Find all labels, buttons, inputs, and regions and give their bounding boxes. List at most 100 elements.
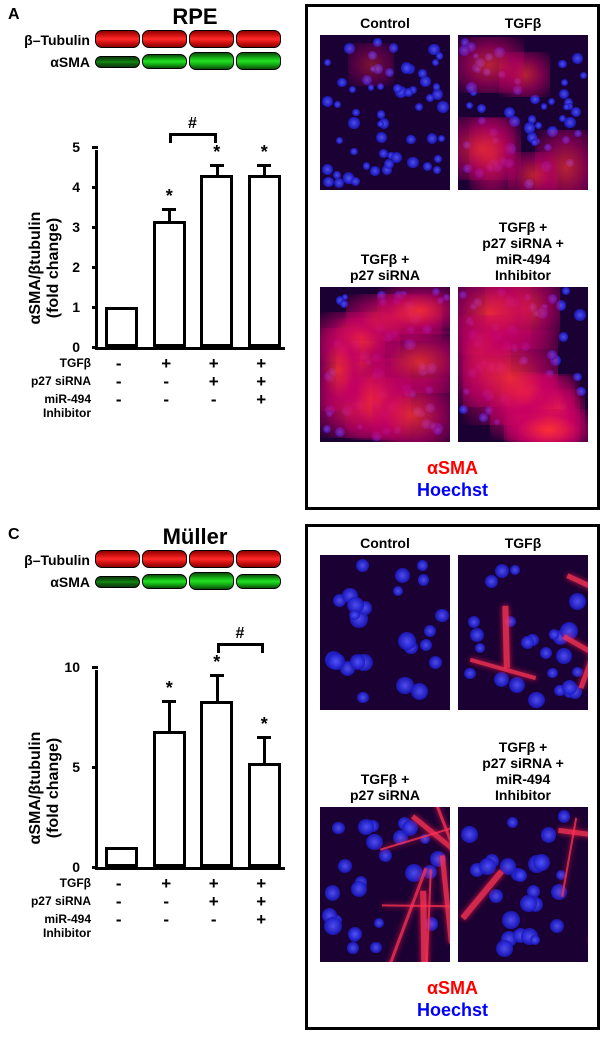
sig-star: * <box>153 186 186 207</box>
micrograph-label: TGFβ <box>458 535 588 551</box>
chart-bar <box>200 701 233 867</box>
nucleus <box>433 83 440 90</box>
condition-symbol: - <box>143 372 191 392</box>
nucleus <box>338 859 352 873</box>
panel-a-label: A <box>8 6 20 24</box>
micrograph <box>458 807 588 962</box>
nucleus <box>406 135 415 144</box>
ytick <box>92 266 98 269</box>
sig-star: * <box>248 142 281 163</box>
condition-symbol: - <box>143 390 191 410</box>
chart-bar <box>153 221 186 347</box>
sma-stain <box>504 409 588 442</box>
nucleus <box>323 177 334 188</box>
ytick-label: 4 <box>63 179 88 195</box>
condition-symbol: - <box>95 874 143 894</box>
chart-bar <box>105 847 138 867</box>
nucleus <box>495 564 510 579</box>
blot-c-sma-label: αSMA <box>0 574 90 590</box>
sig-bracket <box>169 133 217 143</box>
nucleus <box>548 98 556 106</box>
condition-symbol: - <box>95 390 143 410</box>
condition-row-label: TGFβ <box>0 876 91 890</box>
micrograph-label: Control <box>320 15 450 31</box>
condition-symbol: + <box>190 892 238 912</box>
micrograph-label: Inhibitor <box>458 267 588 283</box>
nucleus <box>496 940 513 957</box>
error-bar <box>216 675 219 701</box>
nucleus <box>350 148 358 156</box>
nucleus <box>547 668 558 679</box>
error-cap <box>210 674 224 677</box>
blot-a-tubulin <box>95 30 281 48</box>
nucleus <box>418 574 430 586</box>
micrograph-label: TGFβ + <box>458 219 588 235</box>
sma-stain <box>458 117 521 179</box>
panel-c-label: C <box>8 526 20 544</box>
sma-fiber <box>502 606 510 668</box>
ytick-label: 0 <box>63 859 88 875</box>
nucleus <box>347 942 358 953</box>
nucleus <box>334 101 341 108</box>
nucleus <box>466 102 473 109</box>
nucleus <box>393 586 403 596</box>
nucleus <box>325 885 340 900</box>
nucleus <box>384 159 394 169</box>
nucleus <box>533 854 550 871</box>
nucleus <box>562 287 569 294</box>
micrograph <box>320 287 450 442</box>
nucleus <box>374 918 384 928</box>
nucleus <box>528 115 536 123</box>
nucleus <box>461 826 478 843</box>
chart-c: ***# 0510 <box>95 670 285 870</box>
nucleus <box>530 935 541 946</box>
error-cap <box>162 208 176 211</box>
condition-symbol: + <box>143 354 191 374</box>
nucleus <box>510 565 520 575</box>
nucleus <box>521 636 535 650</box>
nucleus <box>520 895 537 912</box>
nucleus <box>427 133 437 143</box>
micrograph-label: p27 siRNA + <box>458 235 588 251</box>
condition-symbol: + <box>190 372 238 392</box>
sma-fiber <box>382 905 450 909</box>
nucleus <box>437 101 449 113</box>
nucleus <box>324 59 331 66</box>
nucleus <box>541 103 547 109</box>
blot-c-tubulin-label: β–Tubulin <box>0 552 90 568</box>
nucleus <box>464 668 476 680</box>
nucleus <box>418 69 426 77</box>
micrograph-label: TGFβ + <box>458 739 588 755</box>
ytick <box>92 146 98 149</box>
nucleus <box>528 692 544 708</box>
error-cap <box>257 736 271 739</box>
condition-symbol: - <box>143 892 191 912</box>
ytick-label: 2 <box>63 259 88 275</box>
nucleus <box>563 104 569 110</box>
micrograph <box>320 35 450 190</box>
error-bar <box>263 737 266 763</box>
nucleus <box>324 917 342 935</box>
condition-symbol: - <box>190 390 238 410</box>
panel-d-stain2: Hoechst <box>308 1000 597 1021</box>
sma-fiber <box>420 891 428 962</box>
nucleus <box>351 177 360 186</box>
nucleus <box>322 164 333 175</box>
chart-bar <box>200 175 233 347</box>
chart-bar <box>153 731 186 867</box>
nucleus <box>477 104 486 113</box>
nucleus <box>569 593 586 610</box>
ytick-label: 1 <box>63 299 88 315</box>
condition-symbol: + <box>143 874 191 894</box>
panel-c-title: Müller <box>135 524 255 550</box>
sma-fiber <box>441 648 450 710</box>
ytick-label: 10 <box>63 659 88 675</box>
sma-stain <box>458 37 524 92</box>
condition-symbol: + <box>190 874 238 894</box>
nucleus <box>404 88 413 97</box>
nucleus <box>558 60 567 69</box>
condition-symbol: - <box>143 910 191 930</box>
nucleus <box>348 927 362 941</box>
panel-d-box: ControlTGFβTGFβ +p27 siRNATGFβ +p27 siRN… <box>305 524 600 1030</box>
nucleus <box>363 162 371 170</box>
